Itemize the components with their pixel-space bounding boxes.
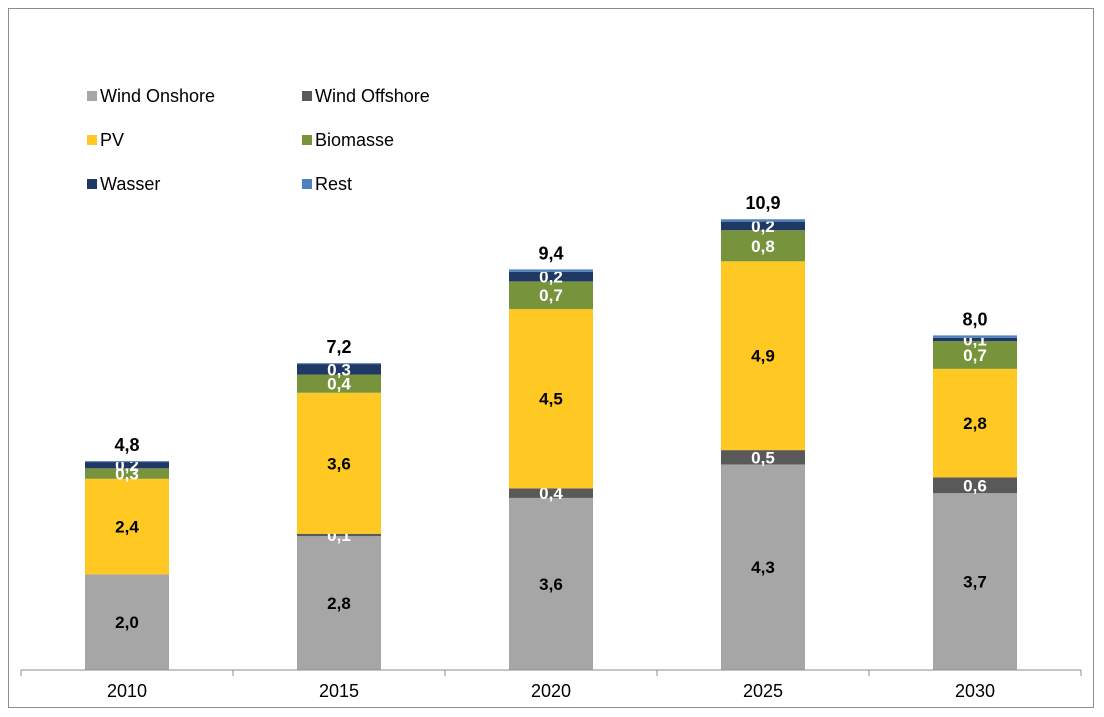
data-label: 4,9 xyxy=(751,347,775,366)
data-label: 3,6 xyxy=(327,454,351,473)
bar-segment xyxy=(85,478,169,575)
bar-segment xyxy=(509,271,593,282)
bar-segment xyxy=(721,261,805,451)
bar-segment xyxy=(509,281,593,310)
data-label: 3,7 xyxy=(963,573,987,592)
data-label: 0,2 xyxy=(115,456,139,475)
legend-label: Biomasse xyxy=(315,130,394,150)
data-label: 2,8 xyxy=(327,594,351,613)
bar-segment xyxy=(297,392,381,534)
x-axis: 2010 2015 2020 2025 2030 xyxy=(20,669,1082,701)
legend-swatch xyxy=(87,135,97,145)
bar-segment xyxy=(933,493,1017,670)
bar-segment xyxy=(85,462,169,469)
bar-segment xyxy=(85,461,169,463)
chart-frame: Wind Onshore Wind Offshore PV Biomasse Wasse… xyxy=(8,8,1094,708)
bar-segment xyxy=(297,536,381,670)
data-label: 0,2 xyxy=(751,217,775,236)
data-label: 0,3 xyxy=(115,465,139,484)
bar-segment xyxy=(509,309,593,489)
stacked-bar-chart: Wind Onshore Wind Offshore PV Biomasse Wasse… xyxy=(20,86,1082,701)
bar-segment xyxy=(297,363,381,365)
x-tick-label: 2015 xyxy=(319,681,359,701)
total-label: 10,9 xyxy=(745,193,780,213)
bar-segment xyxy=(509,488,593,498)
legend-swatch xyxy=(302,91,312,101)
bars: 2,02,40,30,24,82,80,13,60,40,37,23,60,44… xyxy=(85,193,1017,670)
legend-label: Rest xyxy=(315,174,352,194)
data-label: 0,4 xyxy=(539,484,563,503)
legend-label: Wasser xyxy=(100,174,160,194)
legend-label: Wind Onshore xyxy=(100,86,215,106)
legend-swatch xyxy=(87,91,97,101)
bar-segment xyxy=(721,221,805,231)
bar-segment xyxy=(297,374,381,393)
data-label: 0,7 xyxy=(539,286,563,305)
total-label: 7,2 xyxy=(326,337,351,357)
data-label: 0,2 xyxy=(539,268,563,287)
bar-segment xyxy=(509,497,593,670)
x-tick-label: 2020 xyxy=(531,681,571,701)
data-label: 0,3 xyxy=(327,360,351,379)
legend-swatch xyxy=(302,135,312,145)
data-label: 0,6 xyxy=(963,476,987,495)
legend-swatch xyxy=(302,179,312,189)
bar-segment xyxy=(721,450,805,465)
x-tick-label: 2010 xyxy=(107,681,147,701)
bar-segment xyxy=(933,477,1017,494)
legend: Wind Onshore Wind Offshore PV Biomasse Wasse… xyxy=(87,86,430,194)
data-label: 4,5 xyxy=(539,390,563,409)
bar-segment xyxy=(933,341,1017,369)
data-label: 0,1 xyxy=(963,330,987,349)
bar-segment xyxy=(509,269,593,272)
data-label: 2,8 xyxy=(963,414,987,433)
data-label: 3,6 xyxy=(539,575,563,594)
data-label: 2,0 xyxy=(115,613,139,632)
bar-segment xyxy=(297,364,381,375)
x-tick-label: 2025 xyxy=(743,681,783,701)
legend-label: Wind Offshore xyxy=(315,86,430,106)
bar-segment xyxy=(933,335,1017,338)
data-label: 0,7 xyxy=(963,346,987,365)
total-label: 4,8 xyxy=(114,435,139,455)
bar-segment xyxy=(85,574,169,670)
bar-segment xyxy=(85,468,169,479)
bar-segment xyxy=(721,464,805,670)
legend-label: PV xyxy=(100,130,124,150)
bar-segment xyxy=(933,368,1017,478)
data-label: 0,8 xyxy=(751,237,775,256)
bar-segment xyxy=(933,337,1017,342)
x-tick-label: 2030 xyxy=(955,681,995,701)
total-label: 8,0 xyxy=(962,309,987,329)
total-label: 9,4 xyxy=(538,243,563,263)
data-label: 0,4 xyxy=(327,375,351,394)
data-label: 4,3 xyxy=(751,558,775,577)
data-label: 2,4 xyxy=(115,518,139,537)
bar-segment xyxy=(721,230,805,262)
legend-swatch xyxy=(87,179,97,189)
data-label: 0,5 xyxy=(751,448,775,467)
bar-segment xyxy=(297,533,381,537)
bar-segment xyxy=(721,219,805,222)
